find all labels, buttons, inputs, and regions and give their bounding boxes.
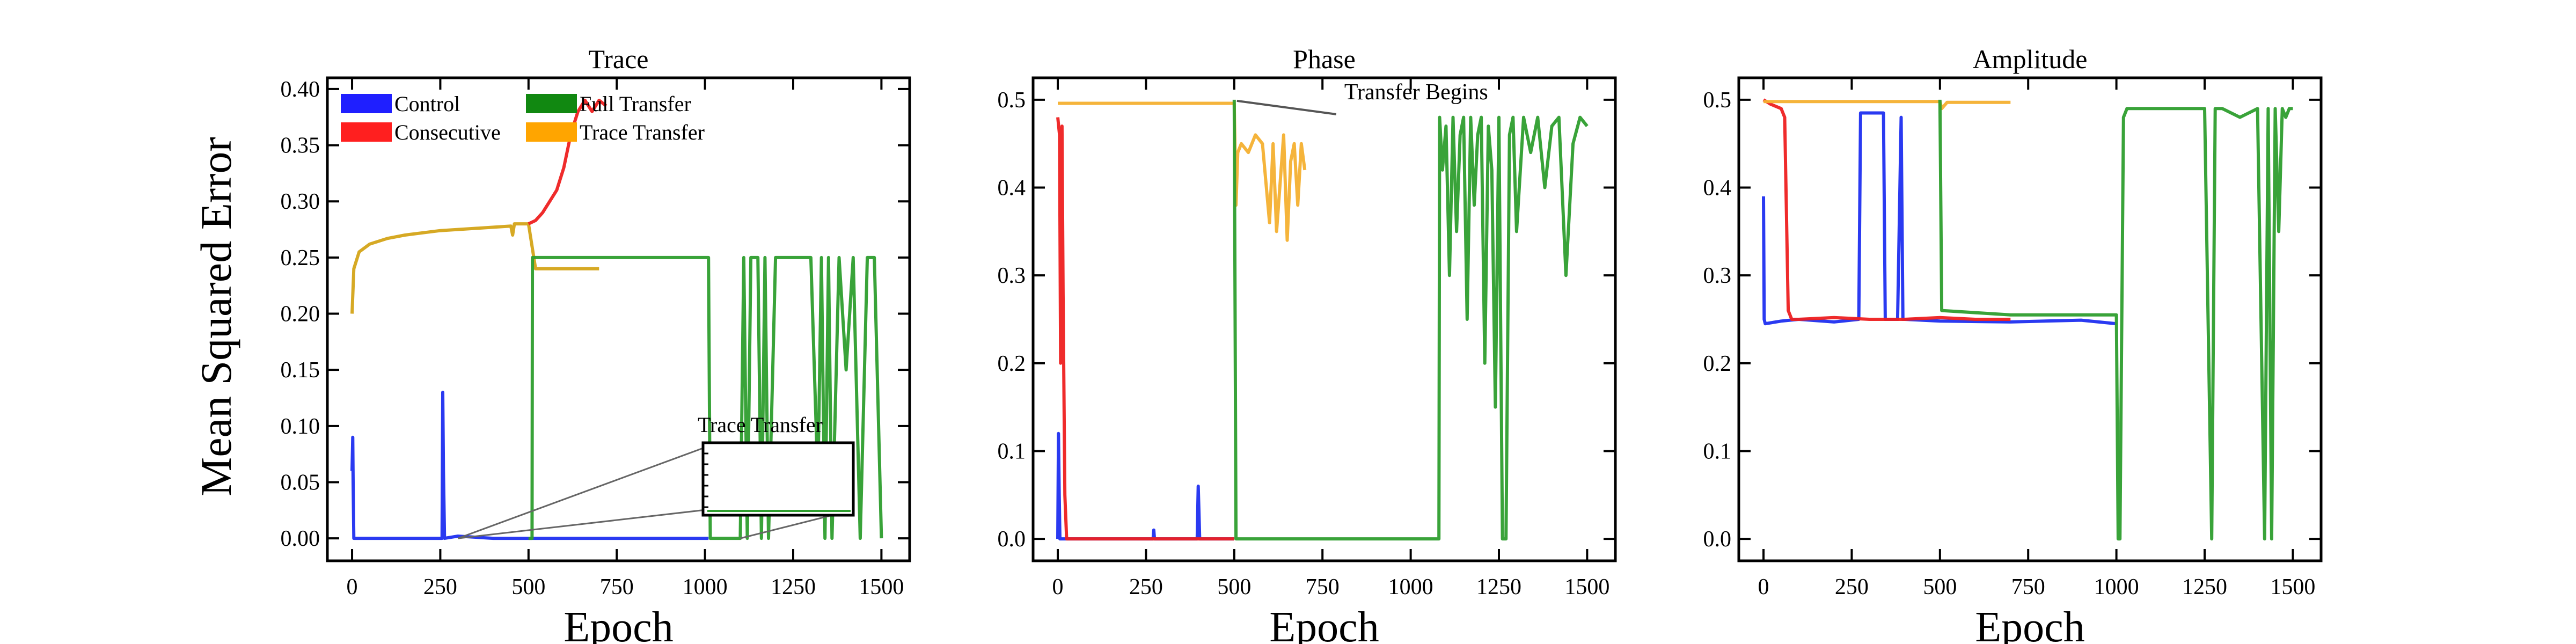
inset-connector (458, 509, 706, 539)
series-line-control (350, 391, 709, 540)
y-tick-label: 0.2 (1703, 352, 1732, 376)
series-line-consecutive (1762, 98, 2011, 321)
series-group (1056, 99, 1589, 541)
y-tick-label: 0.4 (998, 176, 1026, 201)
legend-label: Control (394, 92, 460, 116)
x-tick-label: 1000 (683, 575, 728, 599)
y-tick-label: 0.10 (281, 414, 320, 439)
y-tick-label: 0.15 (281, 358, 320, 383)
x-tick-label: 0 (347, 575, 358, 599)
x-tick-label: 250 (1835, 575, 1869, 599)
panel-trace: Trace 0 250 500 750 1000 1250 1500 0.00 0.05 0.10 0… (281, 44, 911, 644)
panel-title: Trace (588, 44, 648, 74)
y-tick-label: 0.40 (281, 77, 320, 102)
y-tick-label: 0.30 (281, 189, 320, 214)
y-tick-label: 0.5 (998, 88, 1026, 113)
x-tick-label: 0 (1052, 575, 1064, 599)
legend-swatch (341, 94, 392, 113)
legend-label: Trace Transfer (580, 120, 705, 144)
series-group (1762, 98, 2293, 541)
series-line-consecutive (1056, 117, 1234, 541)
series-line-control (1056, 431, 1234, 541)
panel-title: Phase (1293, 44, 1356, 74)
x-axis-label: Epoch (1975, 604, 2084, 644)
y-tick-label: 0.2 (998, 352, 1026, 376)
y-tick-label: 0.05 (281, 470, 320, 495)
figure-y-axis-label: Mean Squared Error (192, 137, 240, 496)
panel-title: Amplitude (1973, 44, 2088, 74)
x-tick-label: 500 (1923, 575, 1957, 599)
series-line-control (1762, 111, 2117, 326)
x-tick-label: 1500 (2270, 575, 2315, 599)
series-line-trace-transfer (1763, 100, 2011, 111)
y-tick-label: 0.25 (281, 246, 320, 270)
plot-frame (326, 76, 911, 562)
plot-frame (1031, 76, 1617, 562)
x-tick-label: 1000 (1388, 575, 1433, 599)
x-tick-label: 1250 (771, 575, 816, 599)
inset-title: Trace Transfer (698, 413, 823, 437)
x-tick-label: 0 (1758, 575, 1769, 599)
inset-connector (457, 447, 704, 539)
y-tick-label: 0.0 (998, 527, 1026, 552)
annotation-arrow (1236, 99, 1337, 115)
x-tick-label: 500 (1217, 575, 1251, 599)
x-tick-label: 1500 (1564, 575, 1609, 599)
y-tick-label: 0.1 (1703, 439, 1732, 464)
x-axis-label: Epoch (564, 604, 673, 644)
legend-label: Full Transfer (580, 92, 691, 116)
x-tick-label: 1250 (2182, 575, 2227, 599)
legend-swatch (526, 122, 577, 142)
series-line-trace-transfer (350, 222, 599, 314)
y-tick-label: 0.4 (1703, 176, 1732, 201)
y-tick-label: 0.00 (281, 526, 320, 551)
series-line-consecutive (528, 98, 608, 225)
legend-label: Consecutive (394, 120, 501, 144)
legend-swatch (526, 94, 577, 113)
x-tick-label: 250 (1129, 575, 1163, 599)
x-tick-label: 750 (1306, 575, 1340, 599)
plot-frame (1737, 76, 2323, 562)
inset-box (701, 441, 855, 517)
y-tick-label: 0.3 (1703, 264, 1732, 288)
y-tick-label: 0.1 (998, 439, 1026, 464)
x-tick-label: 500 (511, 575, 545, 599)
y-tick-label: 0.5 (1703, 88, 1732, 113)
x-tick-label: 1000 (2094, 575, 2139, 599)
x-tick-label: 750 (2011, 575, 2045, 599)
series-line-trace-transfer (1058, 101, 1307, 242)
y-tick-label: 0.3 (998, 264, 1026, 288)
legend-swatch (341, 122, 392, 142)
y-tick-label: 0.35 (281, 134, 320, 158)
series-line-full-transfer (1232, 99, 1589, 541)
legend: Control Consecutive Full Transfer Trace Tra… (341, 92, 705, 144)
x-tick-label: 250 (423, 575, 457, 599)
x-axis-label: Epoch (1269, 604, 1379, 644)
panel-amplitude: Amplitude 0 250 500 750 1000 1250 1500 0.0 0.1 0.2… (1703, 44, 2323, 644)
annotation-text: Transfer Begins (1344, 80, 1488, 105)
panel-phase: Phase 0 250 500 750 1000 1250 1500 0.0 0.1 0.2 0.3 0… (998, 44, 1617, 644)
x-tick-label: 1500 (859, 575, 904, 599)
x-tick-label: 750 (600, 575, 634, 599)
x-tick-label: 1250 (1476, 575, 1521, 599)
y-tick-label: 0.20 (281, 302, 320, 327)
y-tick-label: 0.0 (1703, 527, 1732, 552)
series-line-full-transfer (1938, 99, 2293, 541)
